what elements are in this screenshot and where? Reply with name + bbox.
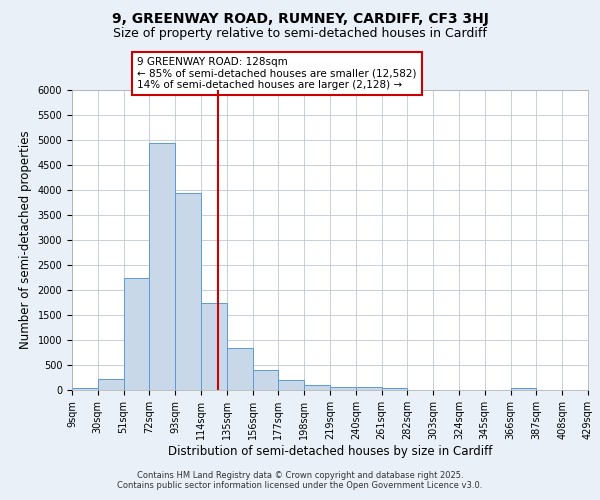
Bar xyxy=(511,388,536,390)
Bar xyxy=(227,348,253,390)
Bar xyxy=(278,380,304,390)
Bar xyxy=(253,370,278,390)
Text: Size of property relative to semi-detached houses in Cardiff: Size of property relative to semi-detach… xyxy=(113,28,487,40)
Bar xyxy=(304,385,330,390)
Text: Contains HM Land Registry data © Crown copyright and database right 2025.
Contai: Contains HM Land Registry data © Crown c… xyxy=(118,470,482,490)
Bar xyxy=(175,192,201,390)
Text: 9, GREENWAY ROAD, RUMNEY, CARDIFF, CF3 3HJ: 9, GREENWAY ROAD, RUMNEY, CARDIFF, CF3 3… xyxy=(112,12,488,26)
X-axis label: Distribution of semi-detached houses by size in Cardiff: Distribution of semi-detached houses by … xyxy=(168,444,492,458)
Text: 9 GREENWAY ROAD: 128sqm
← 85% of semi-detached houses are smaller (12,582)
14% o: 9 GREENWAY ROAD: 128sqm ← 85% of semi-de… xyxy=(137,57,416,90)
Bar xyxy=(149,142,175,390)
Y-axis label: Number of semi-detached properties: Number of semi-detached properties xyxy=(19,130,32,350)
Bar xyxy=(124,278,149,390)
Bar xyxy=(201,302,227,390)
Bar xyxy=(382,388,407,390)
Bar xyxy=(356,387,382,390)
Bar xyxy=(98,378,124,390)
Bar xyxy=(330,387,356,390)
Bar xyxy=(72,388,98,390)
